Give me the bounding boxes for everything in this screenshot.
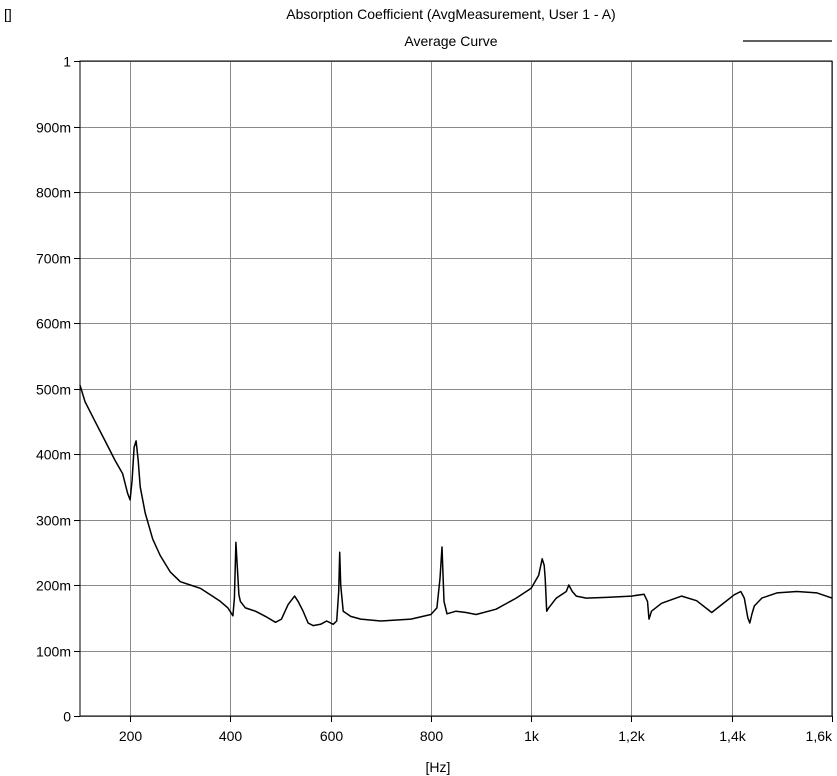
- y-tick-label: 300m: [36, 513, 71, 529]
- y-tick-label: 700m: [36, 251, 71, 267]
- legend-label: Average Curve: [404, 33, 497, 49]
- y-tick-label: 600m: [36, 316, 71, 332]
- x-tick-label: 1,2k: [618, 728, 645, 744]
- x-tick-label: 1,4k: [719, 728, 746, 744]
- y-tick-label: 0: [63, 709, 71, 725]
- y-tick-label: 400m: [36, 447, 71, 463]
- y-tick-label: 500m: [36, 382, 71, 398]
- x-tick-label: 400: [219, 728, 243, 744]
- average-curve-line: [79, 384, 833, 627]
- x-axis-label: [Hz]: [426, 759, 451, 775]
- grid: [80, 61, 833, 717]
- x-tick-label: 800: [420, 728, 444, 744]
- y-tick-label: 900m: [36, 120, 71, 136]
- y-tick-label: 100m: [36, 644, 71, 660]
- y-tick-label: 800m: [36, 185, 71, 201]
- chart-title: Absorption Coefficient (AvgMeasurement, …: [286, 6, 615, 22]
- unit-label: []: [4, 6, 12, 22]
- plot-frame: [79, 60, 833, 717]
- x-axis-ticks: 200 400 600 800 1k 1,2k 1,4k 1,6k: [119, 716, 833, 744]
- y-tick-label: 200m: [36, 578, 71, 594]
- x-tick-label: 600: [320, 728, 344, 744]
- y-tick-label: 1: [63, 54, 71, 70]
- x-tick-label: 1k: [524, 728, 540, 744]
- x-tick-label: 1,6k: [806, 728, 833, 744]
- y-axis-ticks: 0 100m 200m 300m 400m 500m 600m 700m 800m 900m 1: [36, 54, 80, 725]
- x-tick-label: 200: [119, 728, 143, 744]
